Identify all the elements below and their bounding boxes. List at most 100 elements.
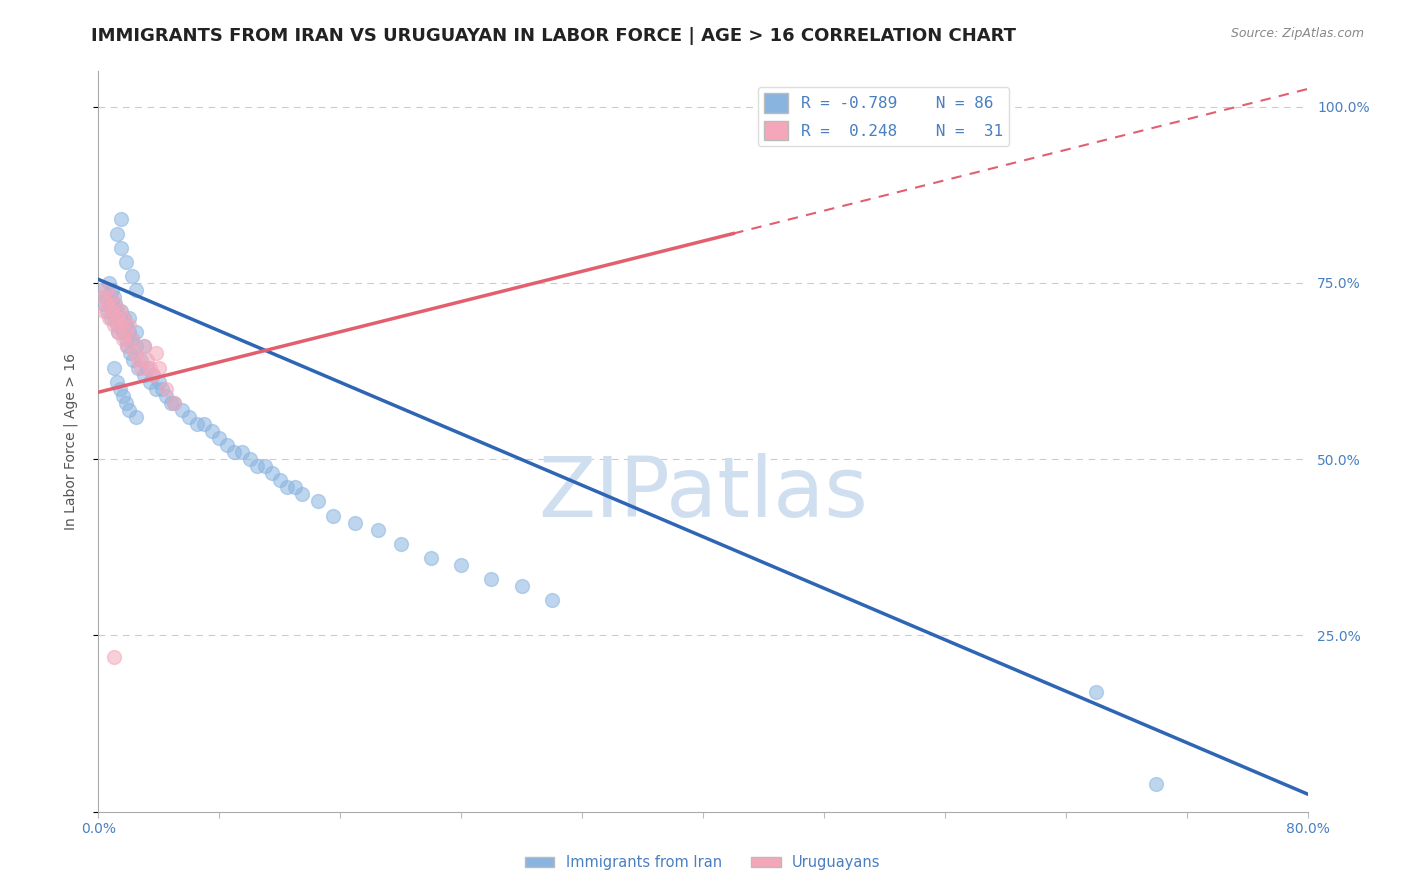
Point — [91, 290, 114, 304]
Point — [145, 346, 167, 360]
Point — [129, 353, 152, 368]
Point — [107, 325, 129, 339]
Point — [389, 537, 412, 551]
Point — [1144, 776, 1167, 790]
Point — [124, 346, 146, 360]
Point — [1085, 685, 1108, 699]
Point — [110, 318, 132, 333]
Point — [112, 311, 135, 326]
Point — [103, 360, 125, 375]
Point — [481, 572, 503, 586]
Point — [103, 318, 125, 333]
Point — [193, 417, 215, 431]
Point — [110, 212, 132, 227]
Text: Source: ZipAtlas.com: Source: ZipAtlas.com — [1230, 27, 1364, 40]
Point — [239, 452, 262, 467]
Point — [125, 325, 148, 339]
Point — [142, 368, 165, 382]
Point — [105, 375, 128, 389]
Legend: Immigrants from Iran, Uruguayans: Immigrants from Iran, Uruguayans — [519, 849, 887, 876]
Point — [224, 445, 246, 459]
Point — [344, 516, 367, 530]
Point — [540, 593, 562, 607]
Point — [284, 480, 307, 494]
Point — [120, 346, 142, 360]
Legend: R = -0.789    N = 86, R =  0.248    N =  31: R = -0.789 N = 86, R = 0.248 N = 31 — [758, 87, 1010, 146]
Point — [139, 360, 162, 375]
Point — [111, 389, 134, 403]
Point — [122, 353, 145, 368]
Point — [100, 290, 122, 304]
Point — [150, 382, 173, 396]
Point — [132, 339, 155, 353]
Point — [127, 360, 149, 375]
Point — [115, 339, 138, 353]
Point — [112, 311, 135, 326]
Point — [121, 268, 143, 283]
Point — [110, 304, 132, 318]
Point — [114, 318, 136, 333]
Text: ZIPatlas: ZIPatlas — [538, 453, 868, 534]
Point — [98, 276, 121, 290]
Point — [125, 339, 148, 353]
Point — [170, 402, 193, 417]
Point — [111, 332, 134, 346]
Point — [135, 360, 157, 375]
Point — [103, 304, 125, 318]
Point — [307, 494, 329, 508]
Point — [132, 339, 155, 353]
Point — [127, 353, 149, 368]
Point — [108, 311, 131, 326]
Point — [118, 402, 141, 417]
Point — [98, 311, 121, 326]
Point — [269, 473, 291, 487]
Point — [121, 332, 143, 346]
Point — [115, 339, 138, 353]
Point — [276, 480, 298, 494]
Point — [105, 318, 128, 333]
Point — [94, 290, 117, 304]
Point — [253, 459, 276, 474]
Point — [105, 311, 128, 326]
Point — [163, 396, 186, 410]
Point — [367, 523, 389, 537]
Point — [96, 297, 118, 311]
Y-axis label: In Labor Force | Age > 16: In Labor Force | Age > 16 — [63, 353, 77, 530]
Point — [104, 297, 127, 311]
Point — [101, 297, 124, 311]
Point — [104, 297, 127, 311]
Point — [215, 438, 238, 452]
Point — [101, 283, 124, 297]
Point — [93, 304, 115, 318]
Point — [118, 318, 141, 333]
Point — [118, 311, 141, 326]
Point — [231, 445, 253, 459]
Point — [262, 467, 284, 481]
Point — [246, 459, 269, 474]
Point — [208, 431, 231, 445]
Point — [142, 368, 165, 382]
Point — [291, 487, 314, 501]
Point — [160, 396, 183, 410]
Point — [201, 424, 224, 438]
Point — [118, 325, 141, 339]
Point — [139, 375, 162, 389]
Point — [148, 375, 170, 389]
Point — [103, 290, 125, 304]
Point — [108, 382, 131, 396]
Point — [121, 332, 143, 346]
Point — [114, 254, 136, 268]
Point — [104, 311, 127, 326]
Point — [96, 304, 118, 318]
Point — [420, 550, 443, 565]
Point — [107, 325, 129, 339]
Point — [145, 382, 167, 396]
Point — [510, 579, 533, 593]
Point — [94, 283, 117, 297]
Point — [93, 297, 115, 311]
Point — [110, 241, 132, 255]
Point — [91, 283, 114, 297]
Point — [186, 417, 208, 431]
Point — [129, 360, 152, 375]
Point — [100, 311, 122, 326]
